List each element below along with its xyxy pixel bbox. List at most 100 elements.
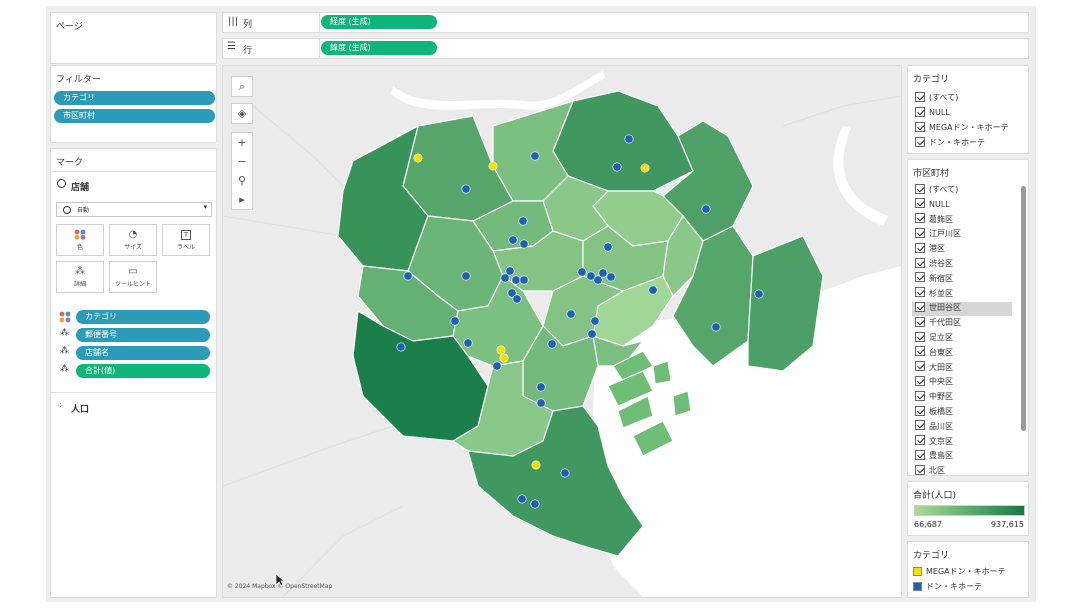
checkbox-checked[interactable] [915,184,925,194]
store-marker-donki[interactable] [536,382,546,392]
store-marker-mega[interactable] [496,345,506,355]
map-view[interactable]: © 2024 Mapbox © OpenStreetMap ⌕ ◈ + − ⚲ … [222,65,902,598]
store-marker-donki[interactable] [507,288,517,298]
checkbox-checked[interactable] [915,106,925,117]
store-marker-donki[interactable] [492,361,502,371]
field-pill-store-name[interactable]: 店舗名 [76,346,210,360]
ward-region[interactable] [467,405,644,557]
city-filter-item[interactable]: 中央区 [915,375,1015,390]
store-marker-mega[interactable] [640,163,650,173]
store-marker-donki[interactable] [463,338,473,348]
store-marker-donki[interactable] [461,271,471,281]
zoom-out-icon[interactable]: − [237,155,247,168]
city-filter-item[interactable]: 千代田区 [915,316,1015,331]
legend-item-donki[interactable]: ドン・キホーテ [913,581,982,593]
checkbox-checked[interactable] [915,227,925,238]
store-marker-donki[interactable] [598,268,608,278]
checkbox-checked[interactable] [915,91,925,102]
ward-region[interactable] [632,420,674,457]
checkbox-checked[interactable] [915,464,925,475]
ward-region[interactable] [747,235,824,372]
city-filter-item[interactable]: 板橋区 [915,405,1015,420]
store-marker-donki[interactable] [648,285,658,295]
store-marker-donki[interactable] [403,271,413,281]
play-icon[interactable]: ▸ [239,193,245,206]
checkbox-checked[interactable] [915,198,925,209]
store-marker-donki[interactable] [512,294,522,304]
field-pill-category[interactable]: カテゴリ [76,310,210,324]
checkbox-checked[interactable] [915,449,925,460]
store-marker-donki[interactable] [586,271,596,281]
filter-pill-city[interactable]: 市区町村 [54,109,215,123]
store-marker-donki[interactable] [519,239,529,249]
city-filter-item[interactable]: 新宿区 [915,272,1015,287]
marks-layer-name[interactable]: 店舗 [71,183,90,193]
field-pill-sum-value[interactable]: 合計(値) [76,364,210,378]
store-marker-donki[interactable] [517,494,527,504]
store-marker-donki[interactable] [587,329,597,339]
legend-item-mega[interactable]: MEGAドン・キホーテ [913,566,1006,578]
city-filter-item[interactable]: 港区 [915,242,1015,257]
category-filter-item[interactable]: NULL [915,106,950,121]
checkbox-checked[interactable] [915,287,925,298]
store-marker-mega[interactable] [488,161,498,171]
filter-pill-category[interactable]: カテゴリ [54,91,215,105]
store-marker-donki[interactable] [536,398,546,408]
store-marker-donki[interactable] [590,316,600,326]
city-filter-item[interactable]: 江戸川区 [915,227,1015,242]
store-marker-donki[interactable] [508,235,518,245]
city-filter-item[interactable]: 北区 [915,464,1015,475]
checkbox-checked[interactable] [915,136,925,147]
store-marker-donki[interactable] [511,275,521,285]
city-filter-item[interactable]: 中野区 [915,390,1015,405]
store-marker-donki[interactable] [560,468,570,478]
city-filter-item[interactable]: 足立区 [915,331,1015,346]
store-marker-donki[interactable] [612,162,622,172]
ward-region[interactable] [672,390,692,417]
pin-icon[interactable]: ⚲ [237,174,247,187]
checkbox-checked[interactable] [915,242,925,253]
checkbox-checked[interactable] [915,435,925,446]
size-button[interactable]: ◔ サイズ [109,224,157,256]
longitude-pill[interactable]: 経度 (生成) [321,15,437,29]
store-marker-donki[interactable] [624,134,634,144]
city-filter-item[interactable]: 渋谷区 [915,257,1015,272]
checkbox-checked[interactable] [915,390,925,401]
store-marker-donki[interactable] [577,267,587,277]
city-filter-item[interactable]: 大田区 [915,361,1015,376]
tokyo-map[interactable]: © 2024 Mapbox © OpenStreetMap [223,66,901,597]
tooltip-button[interactable]: ▭ ツールヒント [109,261,157,293]
ward-region[interactable] [652,360,672,385]
checkbox-checked[interactable] [915,301,925,312]
checkbox-checked[interactable] [915,405,925,416]
ward-region[interactable] [617,395,654,429]
search-icon[interactable]: ⌕ [238,80,246,93]
label-button[interactable]: T ラベル [162,224,210,256]
category-filter-item[interactable]: MEGAドン・キホーテ [915,121,1009,136]
mark-type-dropdown[interactable]: 自動 ▾ [56,202,212,217]
store-marker-donki[interactable] [500,273,510,283]
store-marker-donki[interactable] [518,216,528,226]
city-filter-item[interactable]: 台東区 [915,346,1015,361]
store-marker-donki[interactable] [396,342,406,352]
city-filter-item[interactable]: 豊島区 [915,449,1015,464]
checkbox-checked[interactable] [915,420,925,431]
store-marker-donki[interactable] [701,204,711,214]
store-marker-mega[interactable] [413,153,423,163]
zoom-in-icon[interactable]: + [237,136,247,149]
checkbox-checked[interactable] [915,316,925,327]
store-marker-donki[interactable] [754,289,764,299]
checkbox-checked[interactable] [915,213,925,224]
city-filter-item[interactable]: 品川区 [915,420,1015,435]
store-marker-donki[interactable] [530,499,540,509]
store-marker-mega[interactable] [531,460,541,470]
category-filter-item[interactable]: ドン・キホーテ [915,136,985,151]
latitude-pill[interactable]: 緯度 (生成) [321,41,437,55]
extra-layer-name[interactable]: 人口 [71,405,90,415]
store-marker-donki[interactable] [505,266,515,276]
checkbox-checked[interactable] [915,375,925,386]
field-pill-postal-code[interactable]: 郵便番号 [76,328,210,342]
checkbox-checked[interactable] [915,346,925,357]
checkbox-checked[interactable] [915,272,925,283]
detail-button[interactable]: ⁂ 詳細 [56,261,104,293]
